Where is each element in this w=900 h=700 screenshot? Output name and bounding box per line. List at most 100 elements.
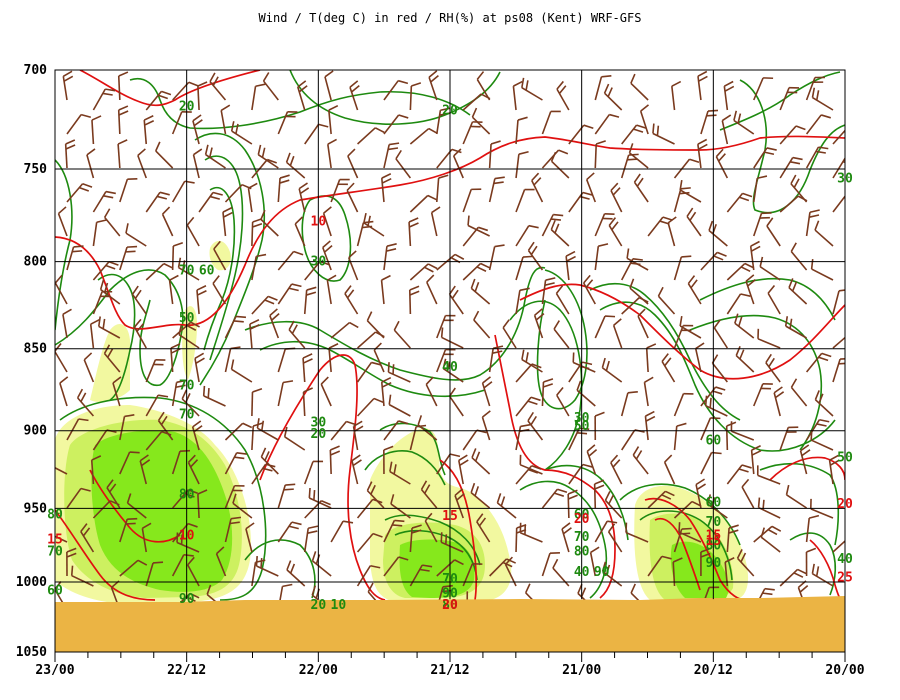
wind-barb <box>625 522 649 543</box>
x-tick-label: 22/00 <box>299 663 338 678</box>
wind-barb <box>671 80 682 111</box>
wind-barb <box>436 148 462 169</box>
wind-barb <box>753 212 772 237</box>
wind-barb <box>629 278 649 305</box>
wind-barb <box>785 484 808 509</box>
wind-barb <box>349 80 360 111</box>
wind-barb <box>753 77 774 101</box>
rh-contour-label: 80 <box>574 545 590 560</box>
wind-barb <box>632 446 649 475</box>
temperature-contour-label: 20 <box>574 512 590 527</box>
wind-barb <box>531 172 544 203</box>
rh-contour-label: 90 <box>706 556 722 571</box>
wind-barb <box>327 138 337 169</box>
wind-barb <box>277 483 296 509</box>
wind-barb <box>741 478 755 509</box>
wind-barb <box>245 522 255 553</box>
wind-barb <box>753 382 773 407</box>
wind-barb <box>220 104 231 135</box>
wind-barb <box>527 241 544 271</box>
wind-barb <box>601 357 623 383</box>
wind-barb <box>765 353 781 383</box>
wind-barb <box>197 489 208 519</box>
wind-barb <box>515 287 530 315</box>
rh-90-region-center <box>399 539 475 598</box>
wind-barb <box>700 417 721 441</box>
temperature-contour-label: 25 <box>837 571 853 586</box>
ground-surface <box>55 596 845 652</box>
wind-barb <box>828 454 840 485</box>
wind-barb <box>594 315 616 339</box>
wind-barb <box>567 489 578 519</box>
wind-barb <box>224 422 253 441</box>
wind-barb <box>832 194 845 213</box>
wind-barb <box>424 512 438 543</box>
wind-barb <box>139 454 151 485</box>
wind-barb <box>126 493 147 519</box>
wind-barb <box>550 220 570 247</box>
wind-barb <box>753 147 777 169</box>
temperature-contour-label: 15 <box>706 534 722 549</box>
wind-barb <box>251 83 266 111</box>
rh-contours <box>55 70 845 601</box>
t-contour <box>55 509 156 601</box>
wind-barb <box>251 217 263 247</box>
wind-barb <box>832 129 845 145</box>
wind-barb <box>285 152 306 179</box>
wind-barb <box>408 285 420 315</box>
wind-barb <box>168 274 179 305</box>
wind-barb <box>601 561 623 587</box>
wind-barb <box>663 454 676 485</box>
wind-barb <box>512 80 523 111</box>
wind-barb <box>389 461 411 485</box>
rh-contour <box>204 155 244 361</box>
wind-barb <box>326 274 337 305</box>
wind-barb <box>626 248 649 271</box>
wind-barb <box>117 105 129 135</box>
wind-barb <box>62 70 74 101</box>
wind-barb <box>298 182 310 213</box>
wind-barb <box>176 532 200 553</box>
wind-barb <box>713 319 729 349</box>
wind-barb <box>550 151 570 179</box>
wind-barb <box>678 522 702 543</box>
wind-barb <box>62 308 72 339</box>
wind-barb <box>661 353 676 383</box>
temperature-contour-label: 15 <box>47 533 63 548</box>
wind-barb <box>726 293 751 315</box>
wind-barb <box>726 262 755 281</box>
rh-contour-label: 20 <box>179 99 195 114</box>
wind-barb <box>388 394 411 417</box>
wind-barb <box>260 209 279 237</box>
wind-barb <box>647 490 675 509</box>
wind-barb <box>832 357 845 383</box>
wind-barb <box>488 244 505 271</box>
rh-contour <box>203 186 236 351</box>
wind-barb <box>633 173 649 203</box>
wind-barb <box>628 143 649 169</box>
wind-barb <box>178 324 200 349</box>
rh-contour-label: 60 <box>706 433 722 448</box>
wind-barb <box>119 413 135 441</box>
wind-barb <box>90 455 102 485</box>
wind-barb <box>773 386 785 417</box>
temperature-contour-label: 10 <box>311 215 327 230</box>
rh-contour-label: 40 <box>574 565 590 580</box>
rh-contour-label: 50 <box>574 419 590 434</box>
wind-barb <box>700 547 711 577</box>
wind-barb <box>277 380 294 407</box>
wind-barb <box>779 568 807 587</box>
rh-contour-label: 70 <box>706 515 722 530</box>
rh-contour <box>619 483 741 546</box>
wind-barb <box>204 144 226 169</box>
wind-barb <box>66 418 89 441</box>
wind-barb <box>515 363 542 383</box>
wind-barb <box>679 179 702 203</box>
wind-barb <box>440 532 464 553</box>
rh-contour-label: 80 <box>179 488 195 503</box>
wind-barb <box>76 388 95 417</box>
wind-barb <box>667 216 677 247</box>
x-tick-label: 20/00 <box>825 663 864 678</box>
rh-contour-label: 10 <box>331 598 347 613</box>
wind-barb <box>805 514 820 543</box>
